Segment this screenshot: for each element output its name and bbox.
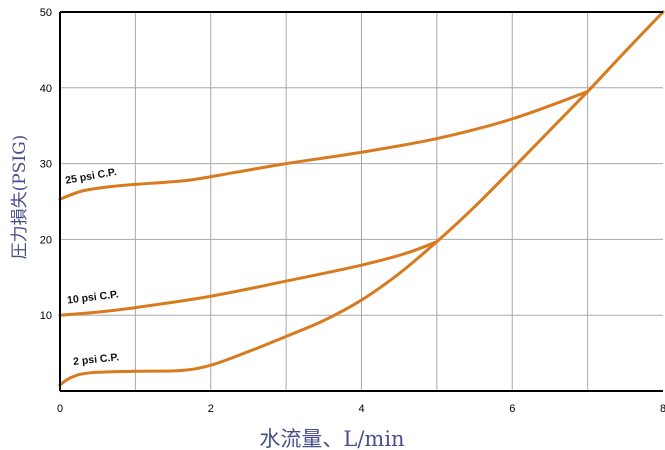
x-tick-label: 4: [358, 403, 364, 415]
grid-lines: [60, 12, 663, 391]
tick-labels: 0 2 4 6 8 10 20 30 40 50: [40, 7, 665, 415]
y-tick-label: 20: [40, 234, 52, 246]
x-tick-label: 6: [509, 403, 515, 415]
plot-frame: [59, 11, 663, 392]
series-line-2: [58, 240, 439, 317]
y-tick-label: 10: [40, 310, 52, 322]
y-tick-label: 50: [40, 7, 52, 19]
x-tick-label: 2: [208, 403, 214, 415]
series-group: [58, 10, 665, 387]
y-axis-title: 圧力損失(PSIG): [10, 135, 30, 260]
curve-label: 2 psi C.P.: [73, 351, 120, 368]
series-line-3: [58, 10, 665, 387]
y-tick-label: 30: [40, 159, 52, 171]
x-axis-title: 水流量、L/min: [259, 427, 404, 450]
y-tick-label: 40: [40, 83, 52, 95]
series-line-1: [58, 90, 590, 201]
x-tick-label: 8: [660, 403, 665, 415]
x-tick-label: 0: [57, 403, 63, 415]
